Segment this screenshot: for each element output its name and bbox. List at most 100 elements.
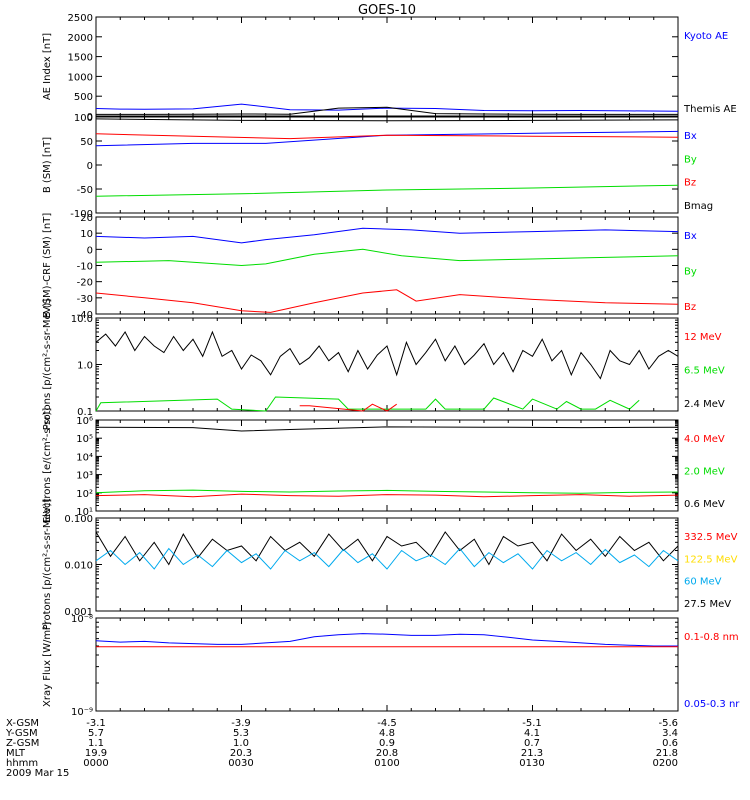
y-tick-label: 10³ xyxy=(76,471,93,482)
panel-5: 10¹ 10² 10³ 10⁴ 10⁵ 10⁶ Electrons [e/(cm²-s-sr… xyxy=(42,408,725,524)
ephemeris-value: 20.8 xyxy=(376,748,398,759)
y-tick-label: 100 xyxy=(74,113,93,124)
legend-entry: 0.1-0.8 nm xyxy=(684,632,739,643)
series-line-bmag xyxy=(95,118,679,122)
legend-entry: Bz xyxy=(684,178,696,189)
ephemeris-table: X-GSM -3.1 -3.9 -4.5 -5.1 -5.6 Y-GSM 5.7 5.3 4.8 4… xyxy=(5,718,678,779)
legend-entry: 4.0 MeV xyxy=(684,434,725,445)
series-line-6-5-mev xyxy=(95,396,640,412)
legend-entry: Kyoto AE xyxy=(684,31,728,42)
ephemeris-value: -3.9 xyxy=(231,718,251,729)
y-tick-label: 10⁻⁸ xyxy=(71,614,93,625)
ephemeris-label: hhmm xyxy=(6,758,38,769)
series-line-0-1-0-8-nm xyxy=(95,633,678,647)
legend-entry: Bmag xyxy=(684,201,713,212)
legend-entry: 0.6 MeV xyxy=(684,499,725,510)
ephemeris-label: MLT xyxy=(6,748,26,759)
y-axis-label: AE Index [nT] xyxy=(42,33,53,100)
series-line-2-0-mev xyxy=(95,489,679,494)
series-line-12-mev xyxy=(299,403,397,412)
ephemeris-value: 0200 xyxy=(653,758,678,769)
legend-entry: 2.4 MeV xyxy=(684,399,725,410)
legend-entry: 0.05-0.3 nr xyxy=(684,699,740,710)
panel-4: 0.1 1.0 10.0 Protons [p/(cm²-s-sr-MeV)] 12 M… xyxy=(42,299,725,431)
legend-entry: Themis AE xyxy=(683,104,737,115)
ephemeris-value: 0.9 xyxy=(379,738,395,749)
series-line-bz xyxy=(95,289,679,313)
panel-6: 0.001 0.010 0.100 Protons [p/(cm²-s-sr-MeV)… xyxy=(42,499,738,631)
y-tick-label: 1000 xyxy=(68,72,93,83)
ephemeris-value: 21.8 xyxy=(656,748,678,759)
ephemeris-value: 19.9 xyxy=(85,748,107,759)
y-tick-label: -20 xyxy=(77,278,93,289)
y-axis-label: Protons [p/(cm²-s-sr-MeV)] xyxy=(42,299,53,431)
y-tick-label: 50 xyxy=(80,137,93,148)
ephemeris-value: 0030 xyxy=(228,758,253,769)
legend-entry: Bz xyxy=(684,302,696,313)
ephemeris-label: Z-GSM xyxy=(6,738,39,749)
y-tick-label: 0 xyxy=(87,245,93,256)
legend-entry: 122.5 MeV xyxy=(684,554,738,565)
series-line-4-0-mev xyxy=(95,493,679,498)
y-tick-label: 1500 xyxy=(68,53,93,64)
series-line-by xyxy=(95,248,679,267)
legend-entry: 332.5 MeV xyxy=(684,532,738,543)
y-axis-label: Protons [p/(cm²-s-sr-MeV)] xyxy=(42,499,53,631)
y-tick-label: 10 xyxy=(80,229,93,240)
series-line-27-5-mev xyxy=(95,531,679,566)
y-tick-label: 10.0 xyxy=(71,314,93,325)
series-line-bz xyxy=(95,133,679,140)
series-line-kyoto-ae xyxy=(95,103,679,112)
ephemeris-value: 21.3 xyxy=(521,748,543,759)
ephemeris-value: 20.3 xyxy=(230,748,252,759)
ephemeris-value: -3.1 xyxy=(86,718,106,729)
panel-frame xyxy=(95,216,679,315)
ephemeris-value: 0100 xyxy=(374,758,399,769)
series-line-by xyxy=(95,184,679,197)
figure-title: GOES-10 xyxy=(358,3,416,18)
y-tick-label: 10⁶ xyxy=(76,416,93,427)
panel-7: 10⁻⁹ 10⁻⁸ Xray Flux [W/m²] 0.1-0.8 nm 0.05-0… xyxy=(42,614,740,718)
ephemeris-label: X-GSM xyxy=(6,718,39,729)
legend-entry: 12 MeV xyxy=(684,332,722,343)
y-tick-label: 2500 xyxy=(68,13,93,24)
series-line-60-mev xyxy=(95,547,679,570)
y-axis-label: Electrons [e/(cm²-s-sr)] xyxy=(42,408,53,524)
y-tick-label: 0.100 xyxy=(64,514,93,525)
y-tick-label: 0.010 xyxy=(64,561,93,572)
ephemeris-label: Y-GSM xyxy=(5,728,38,739)
ephemeris-value: -4.5 xyxy=(377,718,397,729)
y-tick-label: 10⁴ xyxy=(76,452,93,463)
panel-2: -100 -50 0 50 100 B (SM) [nT] Bx By Bz Bmag xyxy=(42,113,713,220)
y-tick-label: 0 xyxy=(87,161,93,172)
panel-frame xyxy=(95,116,679,214)
series-line-unnamed-1 xyxy=(96,106,678,115)
legend-entry: 60 MeV xyxy=(684,577,722,588)
y-tick-label: 0 xyxy=(87,112,93,123)
y-tick-label: 10² xyxy=(76,489,93,500)
series-line-bx xyxy=(95,227,679,244)
ephemeris-value: 1.0 xyxy=(233,738,249,749)
panel-frame xyxy=(95,617,679,712)
ephemeris-value: -5.1 xyxy=(522,718,542,729)
y-axis-label: Xray Flux [W/m²] xyxy=(42,622,53,707)
y-tick-label: -10 xyxy=(77,262,93,273)
ephemeris-date: 2009 Mar 15 xyxy=(6,768,69,779)
legend-entry: 6.5 MeV xyxy=(684,366,725,377)
y-tick-label: 2000 xyxy=(68,33,93,44)
y-tick-label: 0.001 xyxy=(64,607,93,618)
y-tick-label: 1.0 xyxy=(77,361,93,372)
legend-entry: Bx xyxy=(684,231,697,242)
y-tick-label: -40 xyxy=(77,310,93,321)
y-tick-label: 20 xyxy=(80,213,93,224)
y-tick-label: -100 xyxy=(70,209,93,220)
panel-3: -40 -30 -20 -10 0 10 20 B (SM)-CRF (SM) [nT] Bx B… xyxy=(42,213,697,321)
legend-entry: Bx xyxy=(684,131,697,142)
y-tick-label: 10⁵ xyxy=(76,434,93,445)
legend-entry: By xyxy=(684,267,697,278)
ephemeris-value: 5.3 xyxy=(233,728,249,739)
ephemeris-value: -5.6 xyxy=(658,718,678,729)
panel-1: 0 500 1000 1500 2000 2500 AE Index [nT] Kyoto A… xyxy=(42,13,737,123)
